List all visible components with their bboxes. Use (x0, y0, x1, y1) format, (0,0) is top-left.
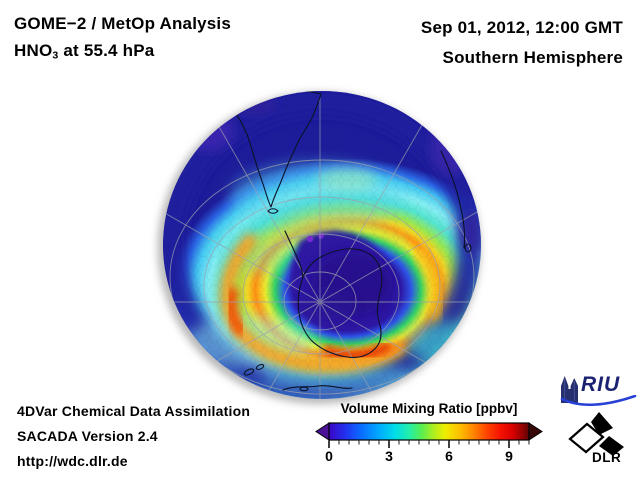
colorbar: Volume Mixing Ratio [ppbv] 0 3 6 9 (315, 401, 543, 464)
credits-block: 4DVar Chemical Data Assimilation SACADA … (17, 399, 250, 474)
riu-logo-text: RIU (581, 373, 621, 396)
colorbar-tick-label: 0 (325, 448, 333, 464)
title-block: GOME−2 / MetOp Analysis HNO3 at 55.4 hPa (14, 11, 231, 69)
colorbar-tick-label: 3 (385, 448, 393, 464)
version-label: SACADA Version 2.4 (17, 428, 158, 444)
riu-logo: RIU (560, 372, 640, 408)
colorbar-scale: 0 3 6 9 (315, 422, 543, 464)
website-url: http://wdc.dlr.de (17, 453, 128, 469)
colorbar-legend: Volume Mixing Ratio [ppbv] 0 3 6 9 (304, 398, 560, 468)
species-level-title: HNO3 at 55.4 hPa (14, 38, 231, 69)
assimilation-label: 4DVar Chemical Data Assimilation (17, 403, 251, 419)
colorbar-right-arrow (528, 422, 543, 441)
colorbar-left-arrow (315, 422, 330, 441)
dlr-emblem-icon (568, 412, 624, 456)
datetime-block: Sep 01, 2012, 12:00 GMT Southern Hemisph… (421, 13, 623, 73)
riu-swoosh-icon (560, 395, 637, 407)
colorbar-title: Volume Mixing Ratio [ppbv] (341, 401, 518, 416)
species-subscript: 3 (52, 49, 59, 62)
dlr-logo: DLR (566, 410, 632, 470)
pressure-level-label: at 55.4 hPa (58, 41, 155, 60)
globe (163, 91, 481, 399)
cologne-cathedral-icon (561, 376, 578, 403)
coastlines (230, 91, 472, 392)
dlr-logo-text: DLR (592, 450, 622, 465)
species-label: HNO (14, 41, 53, 60)
instrument-title: GOME−2 / MetOp Analysis (14, 14, 232, 33)
colorbar-tick-label: 9 (505, 448, 513, 464)
region-label: Southern Hemisphere (442, 48, 623, 67)
timestamp: Sep 01, 2012, 12:00 GMT (420, 18, 623, 37)
colorbar-gradient-bar (328, 422, 530, 441)
colorbar-tick-label: 6 (445, 448, 453, 464)
